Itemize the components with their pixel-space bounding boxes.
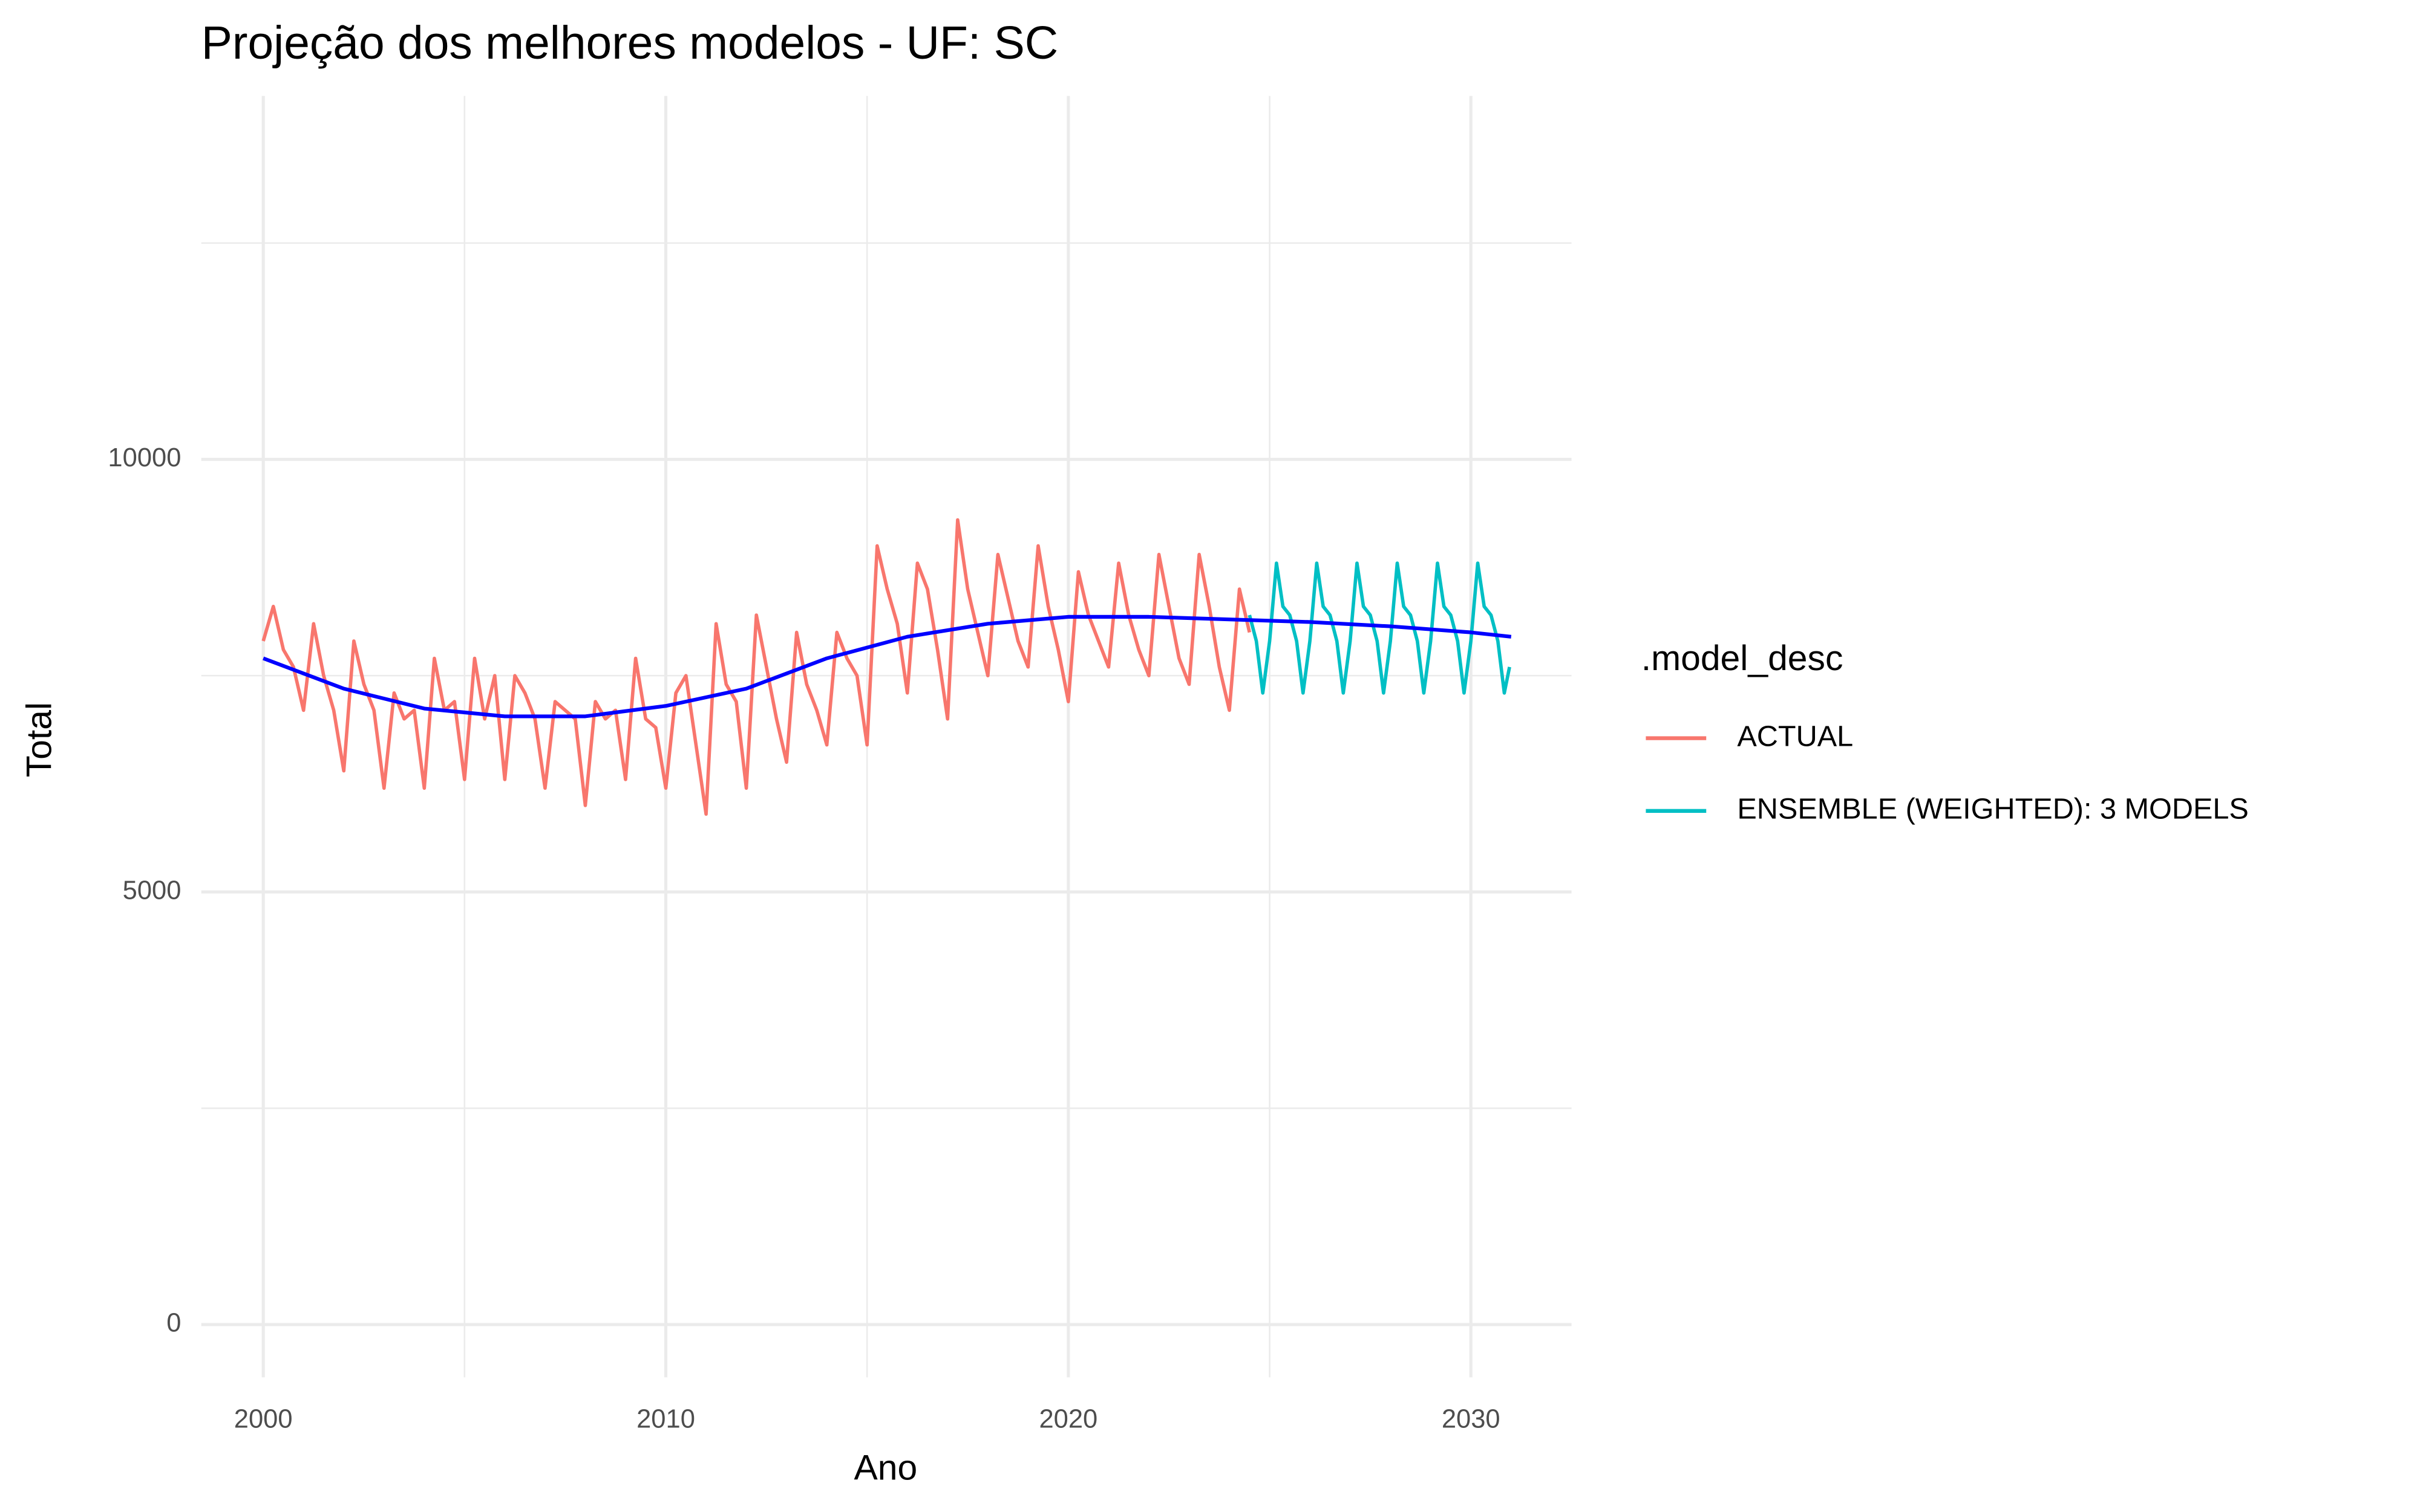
- legend-label: ENSEMBLE (WEIGHTED): 3 MODELS: [1737, 793, 2248, 826]
- series-line: [261, 518, 1252, 816]
- series-line: [1248, 561, 1511, 695]
- x-tick-label: 2010: [636, 1405, 695, 1434]
- chart-title: Projeção dos melhores modelos - UF: SC: [201, 18, 1059, 69]
- y-tick-label: 0: [166, 1309, 181, 1338]
- x-tick-label: 2000: [234, 1405, 293, 1434]
- y-tick-label: 5000: [123, 876, 182, 905]
- legend: .model_desc ACTUAL ENSEMBLE (WEIGHTED): 3 …: [1641, 639, 2249, 826]
- x-axis-title: Ano: [854, 1448, 917, 1487]
- grid: 2000 2010 2020 2030 0 5000 10000: [108, 96, 1572, 1434]
- x-tick-label: 2020: [1039, 1405, 1097, 1434]
- y-axis-title: Total: [20, 702, 59, 777]
- x-tick-label: 2030: [1442, 1405, 1500, 1434]
- legend-title: .model_desc: [1641, 639, 1843, 678]
- y-tick-label: 10000: [108, 443, 181, 472]
- plot-area: [261, 518, 1512, 816]
- trend-line: [263, 614, 1512, 719]
- legend-label: ACTUAL: [1737, 720, 1853, 752]
